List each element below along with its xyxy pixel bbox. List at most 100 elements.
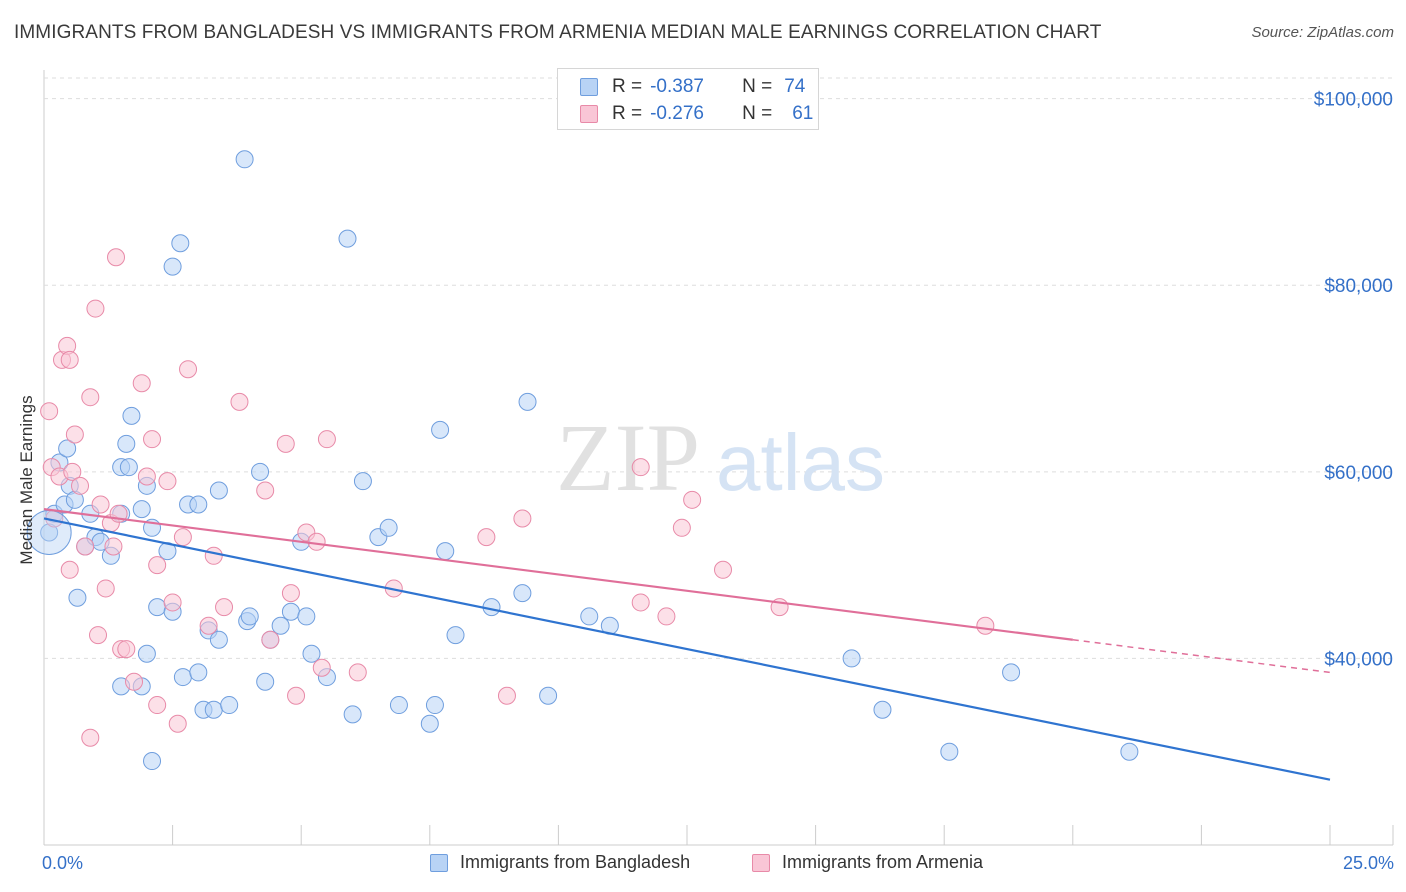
data-point-blue bbox=[251, 462, 270, 481]
data-point-pink bbox=[312, 658, 331, 677]
source-label: Source: ZipAtlas.com bbox=[1251, 24, 1394, 41]
legend-r-value: -0.387 bbox=[650, 76, 704, 97]
data-point-pink bbox=[631, 458, 650, 477]
trend-layer bbox=[43, 508, 1331, 781]
data-point-pink bbox=[513, 509, 532, 528]
trend-line-pink bbox=[43, 508, 1073, 641]
data-point-pink bbox=[261, 630, 280, 649]
data-point-pink bbox=[348, 663, 367, 682]
data-point-blue bbox=[281, 602, 300, 621]
data-point-blue bbox=[240, 607, 259, 626]
data-point-blue bbox=[220, 696, 239, 715]
legend-n-value: 74 bbox=[784, 76, 806, 97]
y-axis-label: Median Male Earnings bbox=[17, 395, 36, 565]
y-tick-label: $100,000 bbox=[1314, 90, 1393, 111]
data-point-pink bbox=[256, 481, 275, 500]
trend-line-blue bbox=[43, 517, 1331, 781]
data-point-pink bbox=[148, 556, 167, 575]
series-legend-label: Immigrants from Bangladesh bbox=[460, 852, 691, 872]
data-point-pink bbox=[230, 392, 249, 411]
data-point-pink bbox=[143, 430, 162, 449]
data-point-blue bbox=[343, 705, 362, 724]
data-point-pink bbox=[199, 616, 218, 635]
data-point-pink bbox=[179, 360, 198, 379]
data-point-blue bbox=[940, 742, 959, 761]
data-point-pink bbox=[104, 537, 123, 556]
legend-row-bangladesh: R = -0.387 N = 74 bbox=[580, 74, 805, 100]
data-point-blue bbox=[209, 630, 228, 649]
data-point-pink bbox=[497, 686, 516, 705]
data-point-blue bbox=[580, 607, 599, 626]
data-point-blue bbox=[204, 700, 223, 719]
data-point-blue bbox=[446, 626, 465, 645]
data-point-blue bbox=[431, 420, 450, 439]
legend-n-label: N = bbox=[742, 103, 773, 124]
data-point-blue bbox=[353, 472, 372, 491]
series-legend-armenia: Immigrants from Armenia bbox=[752, 852, 983, 873]
data-point-pink bbox=[137, 467, 156, 486]
watermark: ZIP atlas bbox=[556, 404, 885, 511]
data-point-pink bbox=[477, 528, 496, 547]
data-point-pink bbox=[76, 537, 95, 556]
data-point-blue bbox=[256, 672, 275, 691]
y-tick-label: $40,000 bbox=[1324, 649, 1393, 670]
legend-n-label: N = bbox=[742, 76, 773, 97]
data-point-pink bbox=[132, 374, 151, 393]
data-point-pink bbox=[631, 593, 650, 612]
data-point-blue bbox=[148, 598, 167, 617]
data-point-pink bbox=[71, 476, 90, 495]
data-point-blue bbox=[1002, 663, 1021, 682]
data-point-blue bbox=[209, 481, 228, 500]
data-point-pink bbox=[117, 640, 136, 659]
legend-swatch-blue bbox=[580, 78, 598, 96]
data-point-blue bbox=[163, 257, 182, 276]
data-point-pink bbox=[714, 560, 733, 579]
data-point-blue bbox=[420, 714, 439, 733]
data-point-pink bbox=[60, 350, 79, 369]
x-axis-min-label: 0.0% bbox=[42, 853, 84, 873]
trend-line-extension-pink bbox=[1072, 639, 1331, 674]
data-point-pink bbox=[276, 434, 295, 453]
legend-swatch-pink bbox=[580, 105, 598, 123]
data-point-blue bbox=[338, 229, 357, 248]
data-point-blue bbox=[173, 668, 192, 687]
series-legend-bangladesh: Immigrants from Bangladesh bbox=[430, 852, 690, 873]
data-point-pink bbox=[215, 598, 234, 617]
data-point-blue bbox=[58, 439, 77, 458]
data-point-pink bbox=[281, 584, 300, 603]
data-point-pink bbox=[287, 686, 306, 705]
x-axis-max-label: 25.0% bbox=[1342, 853, 1394, 873]
data-point-blue bbox=[873, 700, 892, 719]
legend-r-value: -0.276 bbox=[650, 103, 704, 124]
data-point-blue bbox=[436, 542, 455, 561]
data-point-pink bbox=[683, 490, 702, 509]
watermark-atlas: atlas bbox=[716, 418, 885, 507]
y-tick-label: $80,000 bbox=[1324, 276, 1393, 297]
legend-row-armenia: R = -0.276 N = 61 bbox=[580, 101, 813, 127]
data-point-blue bbox=[425, 696, 444, 715]
data-point-blue bbox=[235, 150, 254, 169]
chart-title: IMMIGRANTS FROM BANGLADESH VS IMMIGRANTS… bbox=[14, 22, 1102, 43]
series-swatch-blue bbox=[430, 853, 448, 872]
data-point-blue bbox=[143, 752, 162, 771]
data-point-pink bbox=[86, 299, 105, 318]
data-point-blue bbox=[518, 392, 537, 411]
data-point-pink bbox=[81, 388, 100, 407]
y-axis-label-wrap: Median Male Earnings bbox=[12, 300, 42, 660]
data-point-blue bbox=[117, 434, 136, 453]
data-point-pink bbox=[317, 430, 336, 449]
data-point-pink bbox=[89, 626, 108, 645]
data-point-pink bbox=[65, 425, 84, 444]
data-point-blue bbox=[137, 644, 156, 663]
data-point-pink bbox=[976, 616, 995, 635]
y-tick-label: $60,000 bbox=[1324, 463, 1393, 484]
data-point-pink bbox=[60, 560, 79, 579]
data-point-blue bbox=[189, 663, 208, 682]
data-point-pink bbox=[173, 528, 192, 547]
data-point-pink bbox=[91, 495, 110, 514]
data-point-blue bbox=[297, 607, 316, 626]
data-point-blue bbox=[302, 644, 321, 663]
data-point-pink bbox=[63, 462, 82, 481]
series-swatch-pink bbox=[752, 853, 770, 872]
data-point-blue bbox=[1120, 742, 1139, 761]
